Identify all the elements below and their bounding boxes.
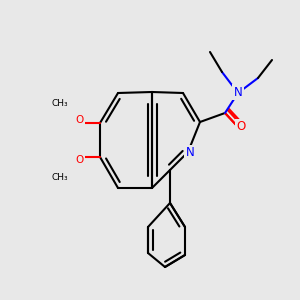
Text: N: N [186, 146, 194, 160]
Text: N: N [234, 85, 242, 98]
Text: O: O [236, 121, 246, 134]
Text: CH₃: CH₃ [52, 172, 68, 182]
Text: O: O [76, 115, 84, 125]
Text: O: O [76, 155, 84, 165]
Text: CH₃: CH₃ [52, 98, 68, 107]
